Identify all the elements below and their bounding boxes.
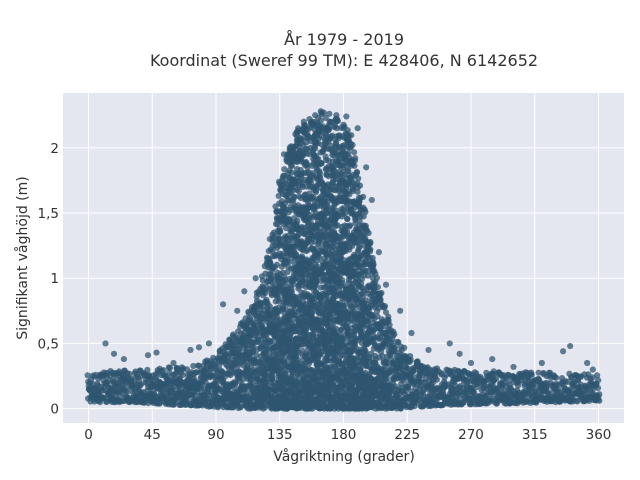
data-point xyxy=(124,388,131,395)
data-point xyxy=(282,279,289,286)
data-point xyxy=(370,260,377,267)
data-point xyxy=(276,228,283,236)
data-point xyxy=(231,381,239,388)
data-point xyxy=(166,364,173,371)
data-point xyxy=(268,337,275,345)
data-point xyxy=(126,370,133,378)
data-point xyxy=(263,379,270,386)
data-point xyxy=(356,182,364,189)
chart-subtitle: Koordinat (Sweref 99 TM): E 428406, N 61… xyxy=(150,51,538,70)
data-point xyxy=(354,188,361,195)
data-point xyxy=(156,400,163,407)
data-point xyxy=(381,303,389,310)
data-point xyxy=(273,261,281,268)
data-point xyxy=(138,381,145,388)
data-point xyxy=(344,215,351,223)
data-point xyxy=(378,289,385,297)
data-point xyxy=(374,284,381,291)
data-point xyxy=(407,353,414,360)
data-point xyxy=(250,319,257,326)
data-point xyxy=(316,173,323,180)
data-point xyxy=(351,149,358,156)
data-point xyxy=(266,303,273,310)
data-point xyxy=(376,296,383,303)
data-point xyxy=(433,376,440,383)
data-point xyxy=(360,193,367,200)
data-point xyxy=(384,316,391,323)
data-point xyxy=(366,239,373,246)
data-point xyxy=(288,162,295,169)
data-point xyxy=(365,230,372,237)
data-point xyxy=(179,371,186,378)
data-point xyxy=(355,175,362,182)
data-point xyxy=(366,248,373,255)
data-point xyxy=(353,168,360,175)
data-point xyxy=(144,366,151,373)
data-point xyxy=(346,222,354,229)
data-point xyxy=(349,141,356,149)
data-point xyxy=(276,296,283,303)
data-point xyxy=(192,369,199,376)
data-point xyxy=(267,259,274,266)
data-point xyxy=(348,132,355,139)
chart-title: År 1979 - 2019 xyxy=(284,30,404,49)
data-point xyxy=(190,362,197,370)
data-point xyxy=(362,222,369,230)
data-point xyxy=(361,206,368,213)
data-point xyxy=(173,365,180,372)
data-point xyxy=(160,367,167,374)
data-point xyxy=(268,373,275,380)
data-points xyxy=(84,108,603,412)
data-point xyxy=(195,362,202,369)
data-point xyxy=(281,166,288,173)
data-point xyxy=(202,378,209,385)
data-point xyxy=(391,331,398,338)
data-point xyxy=(287,258,294,265)
data-point xyxy=(174,384,182,391)
data-point xyxy=(401,344,408,351)
data-point xyxy=(373,274,380,281)
data-point xyxy=(84,372,91,379)
data-point xyxy=(352,155,359,162)
